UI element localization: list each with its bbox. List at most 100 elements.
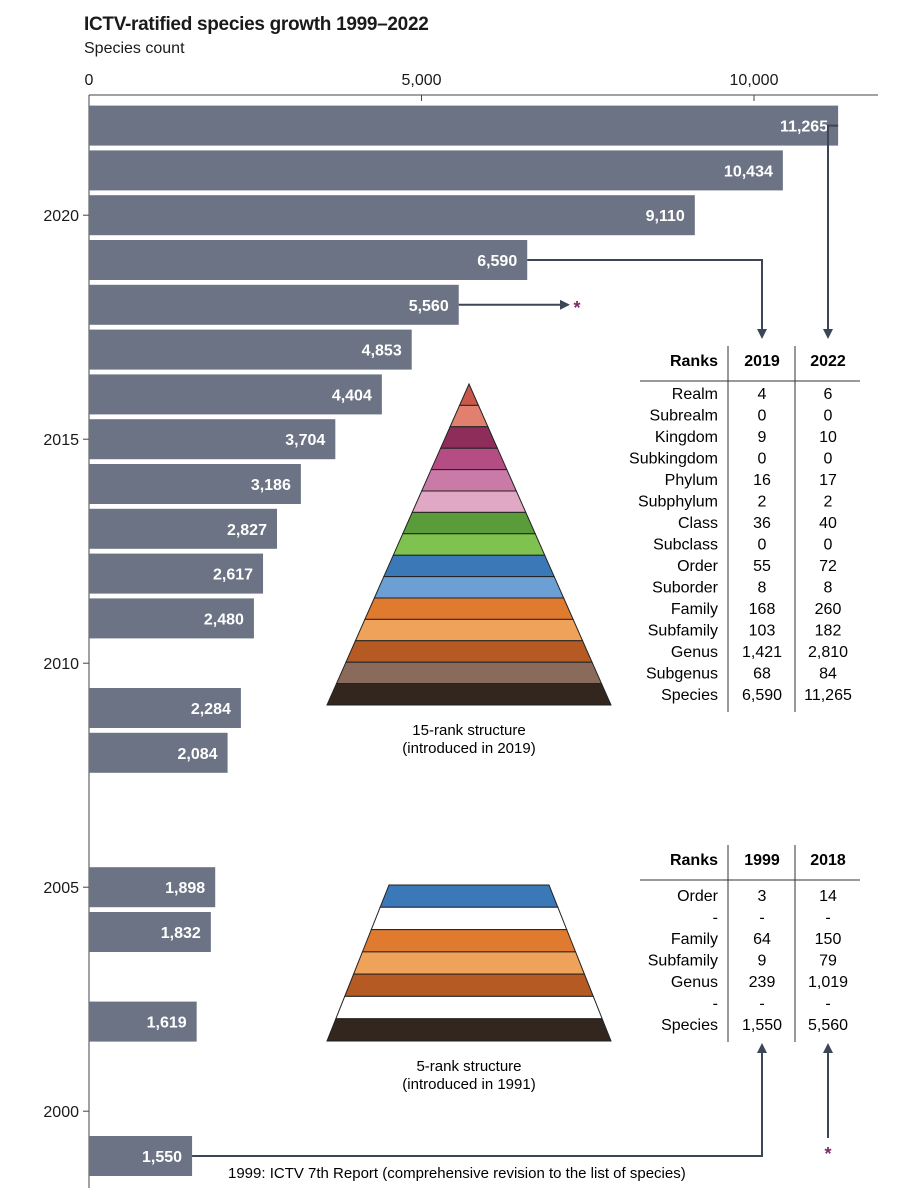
pyramid-band: [392, 533, 546, 556]
ranks-table-2019-2022: Ranks 2019 2022 Realm 4 6 Subrealm 0 0 Kingdom 9 10…: [629, 346, 860, 712]
pyramid-band: [343, 973, 595, 997]
arrow-1999-to-table: [192, 1043, 767, 1157]
table-rank-name: Class: [678, 515, 718, 532]
table-rank-name: Species: [661, 687, 718, 704]
pyramid-band: [326, 1018, 612, 1042]
arrow-2019-to-table: [527, 259, 767, 339]
table-rank-name: Phylum: [665, 472, 718, 489]
table-cell: 55: [753, 558, 771, 575]
table-cell: 2,810: [808, 644, 848, 661]
table-cell: 1,550: [742, 1017, 782, 1034]
table-cell: 16: [753, 472, 771, 489]
pyramid-5-caption-line2: (introduced in 1991): [402, 1076, 535, 1093]
table-rank-name: Subfamily: [648, 623, 718, 640]
asterisk-mark: *: [824, 1144, 831, 1164]
bar-value-label: 2,084: [178, 746, 218, 763]
table-rank-name: Family: [671, 931, 718, 948]
bar: [89, 284, 459, 325]
table-cell: 0: [758, 408, 767, 425]
table-rank-name: Order: [677, 888, 719, 905]
table-cell: 0: [824, 451, 833, 468]
y-tick-label: 2005: [43, 880, 79, 897]
bar-value-label: 1,832: [161, 925, 201, 942]
bar-value-label: 2,480: [204, 611, 244, 628]
table-cell: 11,265: [804, 687, 852, 704]
bar: [89, 867, 216, 908]
table-cell: 4: [758, 386, 767, 403]
table-rank-name: Kingdom: [655, 429, 718, 446]
pyramid-band: [335, 995, 603, 1020]
table-cell: 72: [819, 558, 837, 575]
table-header: 2018: [810, 852, 846, 869]
pyramid-band: [364, 597, 574, 620]
bar: [89, 553, 264, 594]
pyramid-band: [335, 661, 603, 685]
y-tick-label: 2020: [43, 208, 79, 225]
bar: [89, 912, 211, 952]
table-rank-name: Family: [671, 601, 718, 618]
y-tick-label: 2000: [43, 1104, 79, 1121]
table-cell: -: [759, 910, 764, 927]
table-cell: 103: [749, 623, 776, 640]
bars: 11,265 10,434 9,110 6,590 5,560 4,853 4,404 3,7…: [89, 105, 839, 1176]
table-cell: 79: [819, 953, 837, 970]
report-note: 1999: ICTV 7th Report (comprehensive rev…: [228, 1165, 686, 1182]
bar: [89, 329, 412, 370]
bar-value-label: 3,704: [285, 432, 325, 449]
x-tick-label: 5,000: [401, 72, 441, 89]
bar: [89, 1136, 193, 1176]
pyramid-band: [373, 576, 565, 599]
bar-value-label: 11,265: [780, 119, 828, 136]
bar: [89, 598, 254, 639]
bar: [89, 419, 336, 460]
table-cell: 17: [819, 472, 837, 489]
table-cell: 260: [815, 601, 842, 618]
pyramid-band: [449, 404, 489, 428]
bar-value-label: 5,560: [409, 298, 449, 315]
table-cell: 8: [758, 580, 767, 597]
pyramid-15-caption-line1: 15-rank structure: [412, 722, 525, 739]
ranks-table-1999-2018: Ranks 1999 2018 Order 3 14 - - - Family 64 150 Subfa…: [640, 845, 860, 1042]
table-cell: -: [759, 996, 764, 1013]
table-cell: 0: [824, 537, 833, 554]
table-cell: 14: [819, 888, 837, 905]
pyramid-5-rank: [326, 884, 612, 1042]
table-cell: 0: [758, 451, 767, 468]
table-rank-name: Subrealm: [650, 408, 718, 425]
bar-value-label: 2,617: [213, 567, 253, 584]
table-cell: -: [825, 910, 830, 927]
pyramid-band: [439, 426, 499, 449]
pyramid-band: [458, 382, 480, 406]
table-cell: 9: [758, 429, 767, 446]
table-cell: 9: [758, 953, 767, 970]
table-rank-name: Genus: [671, 974, 718, 991]
table-rank-name: -: [713, 910, 718, 927]
pyramid-band: [326, 683, 612, 706]
arrow-2022-to-table: [823, 124, 839, 339]
bar: [89, 374, 382, 415]
arrows: **: [192, 124, 839, 1164]
y-tick-label: 2010: [43, 656, 79, 673]
table-header: Ranks: [670, 852, 718, 869]
table-rank-name: Realm: [672, 386, 718, 403]
table-cell: 0: [824, 408, 833, 425]
x-tick-label: 0: [85, 72, 94, 89]
bar-value-label: 4,853: [362, 343, 402, 360]
table-header: 2019: [744, 353, 780, 370]
table-cell: 0: [758, 537, 767, 554]
bar: [89, 464, 301, 504]
table-cell: 36: [753, 515, 771, 532]
table-rank-name: Subgenus: [646, 666, 718, 683]
chart-subtitle: Species count: [84, 40, 185, 57]
table-cell: 5,560: [808, 1017, 848, 1034]
table-cell: -: [825, 996, 830, 1013]
x-tick-label: 10,000: [730, 72, 779, 89]
bar: [89, 688, 241, 728]
bar: [89, 508, 277, 549]
table-rank-name: Subkingdom: [629, 451, 718, 468]
bar: [89, 150, 783, 191]
pyramid-band: [361, 929, 577, 953]
table-cell: 64: [753, 931, 771, 948]
bar-value-label: 3,186: [251, 477, 291, 494]
table-header: 1999: [744, 852, 780, 869]
